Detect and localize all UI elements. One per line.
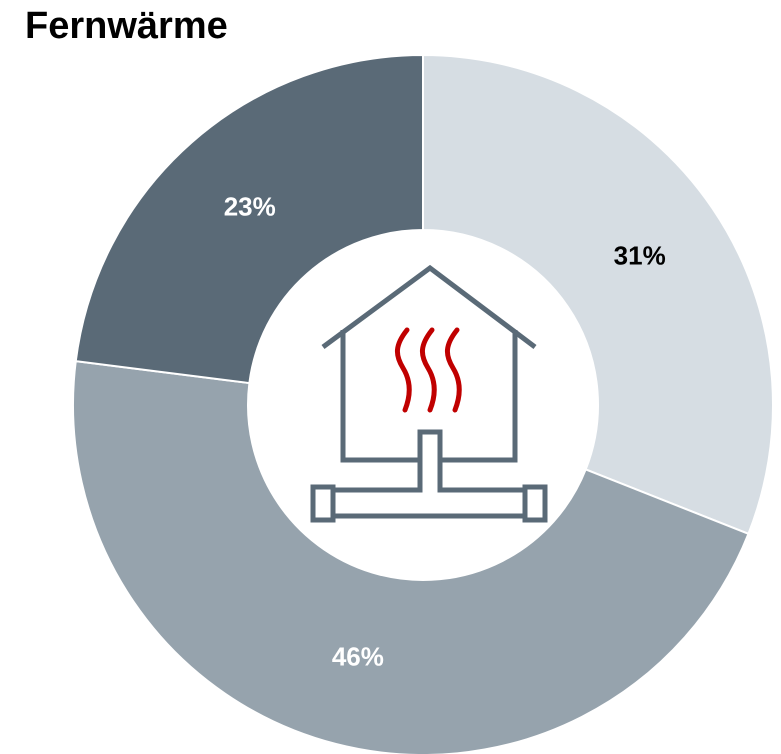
donut-slice bbox=[422, 53, 774, 536]
pipe bbox=[333, 460, 525, 519]
data-label: 31% bbox=[614, 241, 666, 271]
district-heating-icon bbox=[310, 264, 548, 523]
pipe-cap bbox=[522, 484, 548, 523]
data-label: 46% bbox=[332, 642, 384, 672]
heat-wave bbox=[395, 327, 412, 413]
chart-title: Fernwärme bbox=[25, 5, 228, 47]
pipe-cap bbox=[310, 484, 336, 523]
donut-slice bbox=[74, 53, 424, 385]
roof bbox=[321, 264, 537, 350]
donut bbox=[72, 53, 774, 754]
donut-slice bbox=[72, 360, 750, 754]
house-walls bbox=[340, 330, 518, 463]
data-label: 23% bbox=[224, 191, 276, 221]
heat-wave bbox=[445, 327, 462, 413]
heat-wave bbox=[420, 327, 437, 413]
